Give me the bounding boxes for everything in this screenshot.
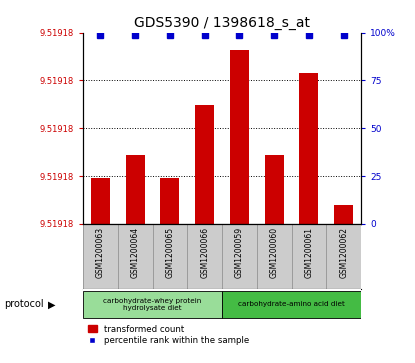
- Bar: [299, 73, 318, 224]
- Text: ▶: ▶: [48, 299, 55, 309]
- Bar: [195, 105, 214, 224]
- Text: GSM1200060: GSM1200060: [270, 227, 278, 278]
- Text: GSM1200064: GSM1200064: [131, 227, 139, 278]
- Bar: [91, 178, 110, 224]
- FancyBboxPatch shape: [222, 291, 361, 318]
- Title: GDS5390 / 1398618_s_at: GDS5390 / 1398618_s_at: [134, 16, 310, 30]
- Text: protocol: protocol: [4, 299, 44, 309]
- Text: GSM1200062: GSM1200062: [339, 227, 348, 278]
- Bar: [230, 50, 249, 224]
- Bar: [126, 155, 145, 224]
- Bar: [160, 178, 179, 224]
- Bar: [265, 155, 284, 224]
- Legend: transformed count, percentile rank within the sample: transformed count, percentile rank withi…: [87, 324, 250, 346]
- Text: carbohydrate-amino acid diet: carbohydrate-amino acid diet: [238, 301, 345, 307]
- Text: GSM1200066: GSM1200066: [200, 227, 209, 278]
- FancyBboxPatch shape: [83, 291, 222, 318]
- Text: GSM1200063: GSM1200063: [96, 227, 105, 278]
- Text: GSM1200059: GSM1200059: [235, 227, 244, 278]
- Bar: [334, 205, 353, 224]
- Text: carbohydrate-whey protein
hydrolysate diet: carbohydrate-whey protein hydrolysate di…: [103, 298, 202, 311]
- Text: GSM1200061: GSM1200061: [305, 227, 313, 278]
- Text: GSM1200065: GSM1200065: [166, 227, 174, 278]
